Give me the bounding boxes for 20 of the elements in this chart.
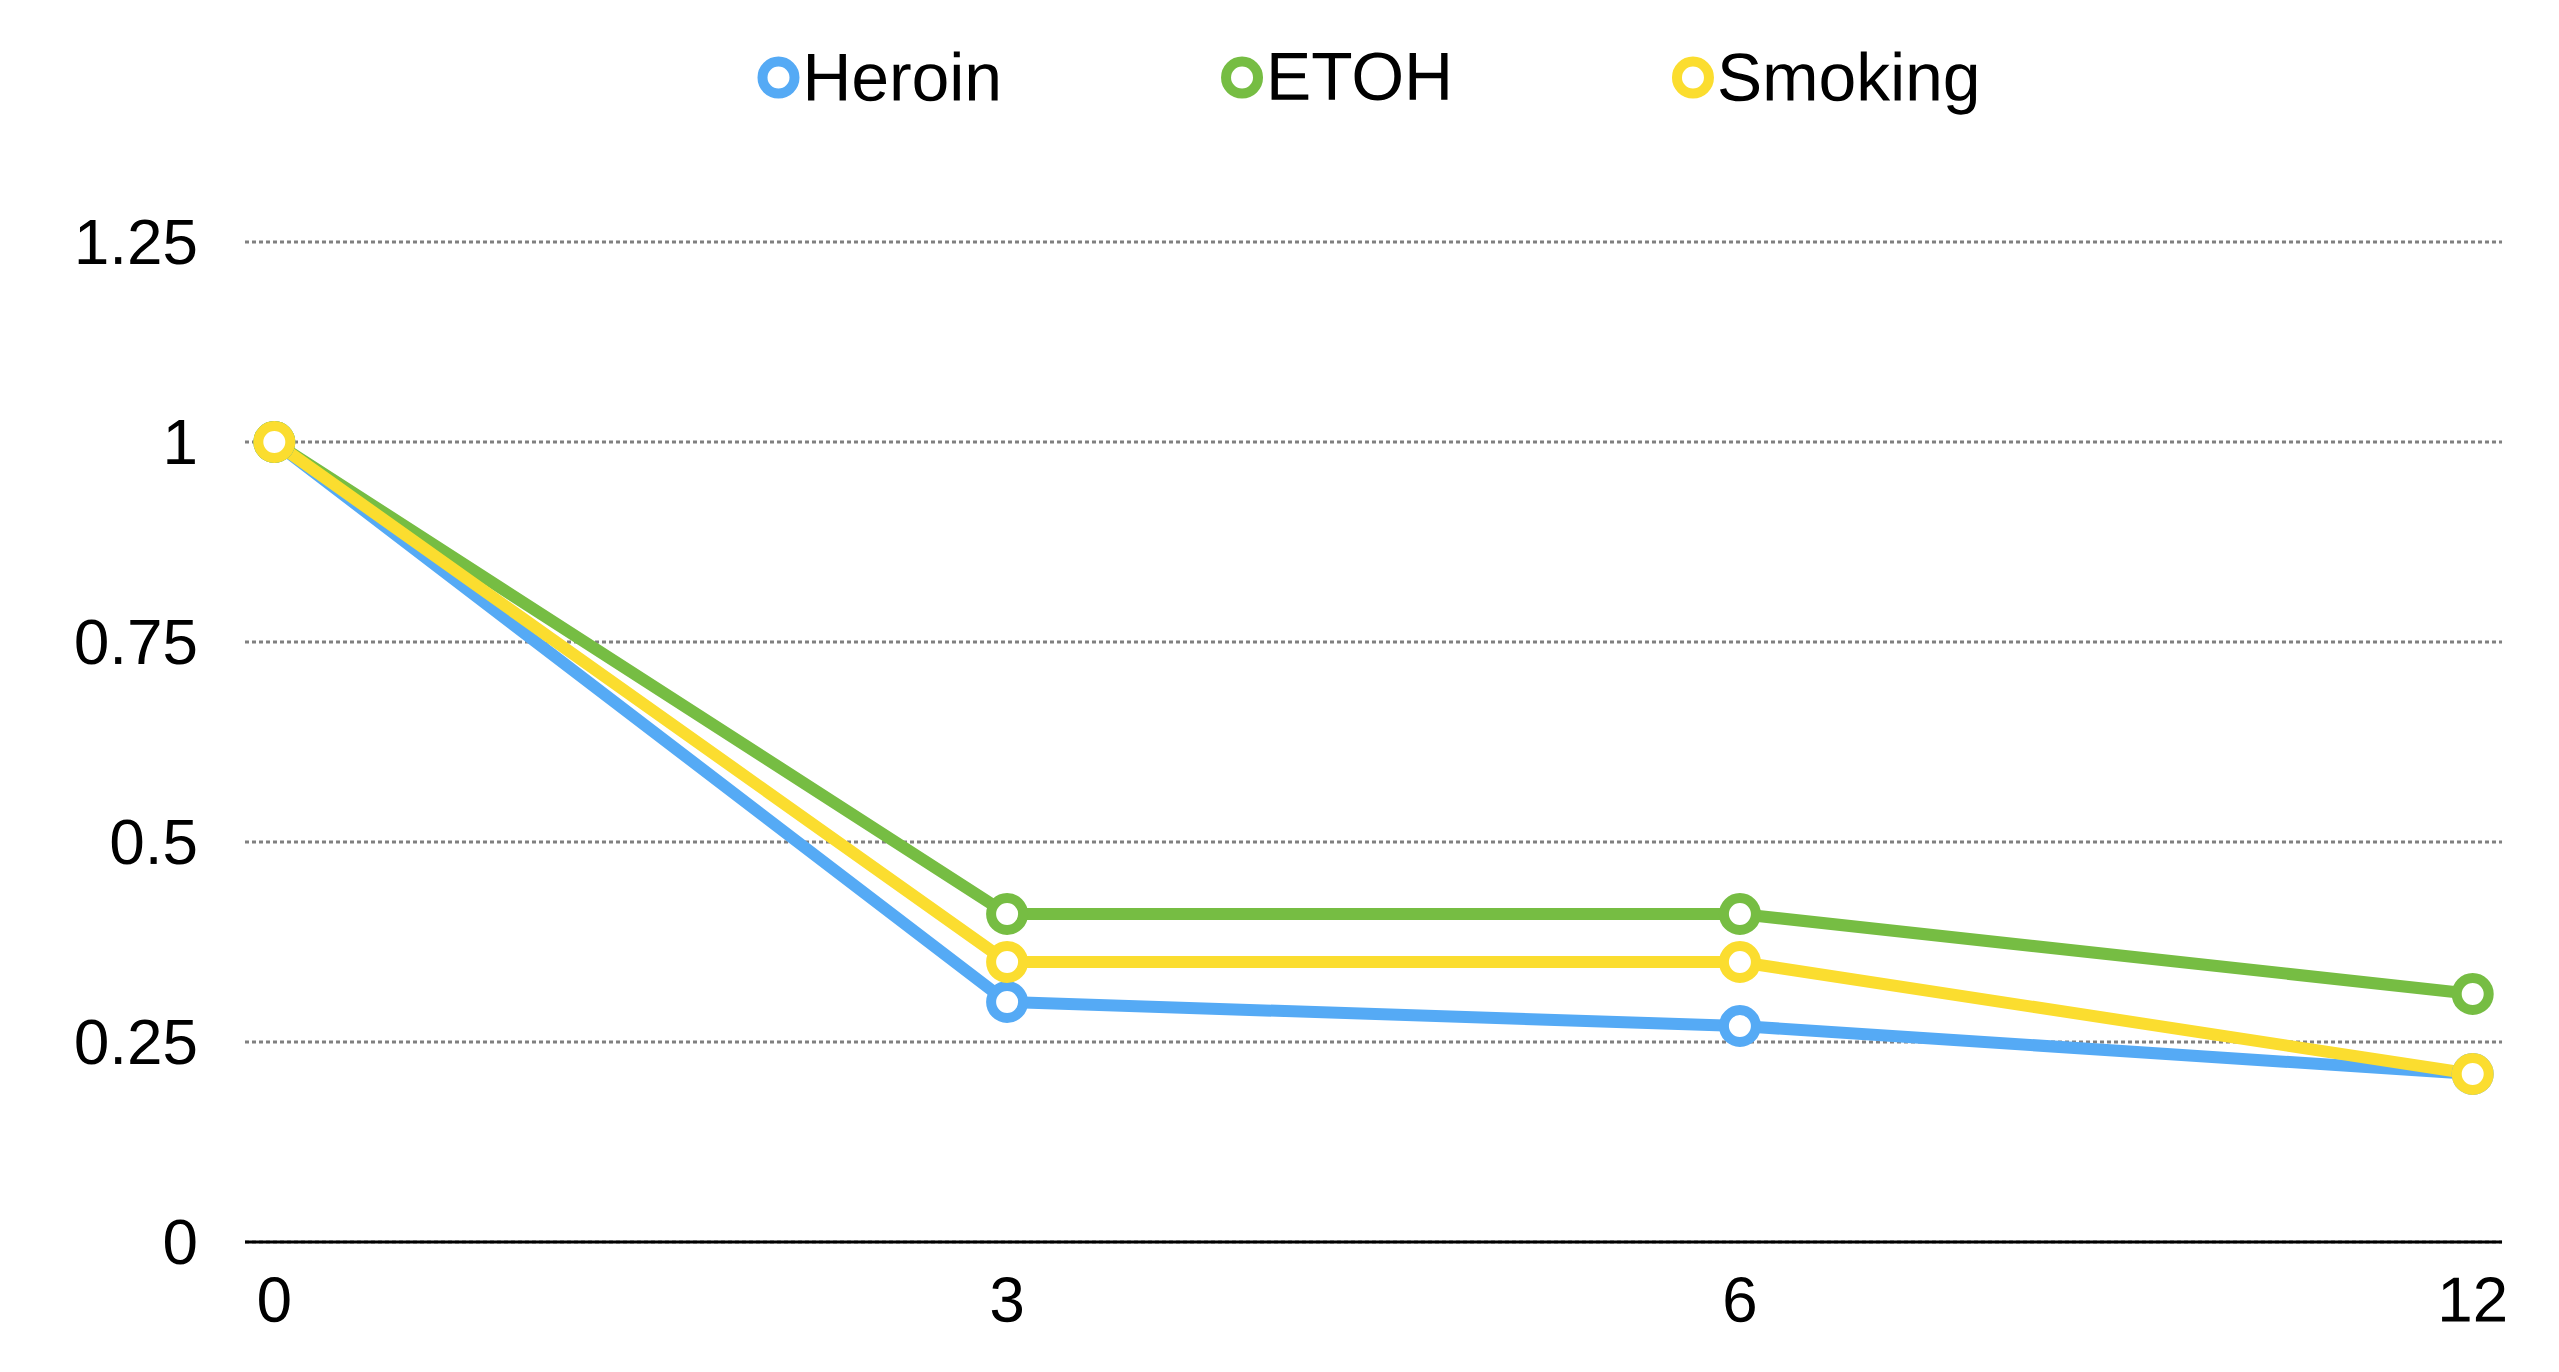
y-tick-label: 0 bbox=[165, 1219, 196, 1265]
y-tick-label: 1.25 bbox=[78, 219, 196, 265]
point bbox=[986, 981, 1029, 1023]
point bbox=[986, 941, 1029, 983]
x-tick-label: 0 bbox=[259, 1277, 290, 1323]
x-tick-label: 12 bbox=[2442, 1277, 2505, 1322]
y-tick-label: 0.5 bbox=[111, 819, 196, 865]
point bbox=[1718, 941, 1761, 983]
point bbox=[1718, 1005, 1761, 1047]
legend-label: ETOH bbox=[1271, 52, 1448, 101]
y-tick-label: 0.75 bbox=[76, 619, 196, 665]
point bbox=[2451, 973, 2494, 1015]
legend-label: Heroin bbox=[808, 51, 998, 102]
point bbox=[986, 892, 1029, 935]
point bbox=[1718, 892, 1761, 935]
legend-label: Smoking bbox=[1720, 51, 1977, 115]
x-tick-label: 3 bbox=[991, 1277, 1023, 1323]
y-tick-label: 1 bbox=[167, 420, 195, 464]
x-tick-label: 6 bbox=[1725, 1277, 1755, 1323]
y-tick-label: 0.25 bbox=[76, 1019, 196, 1065]
